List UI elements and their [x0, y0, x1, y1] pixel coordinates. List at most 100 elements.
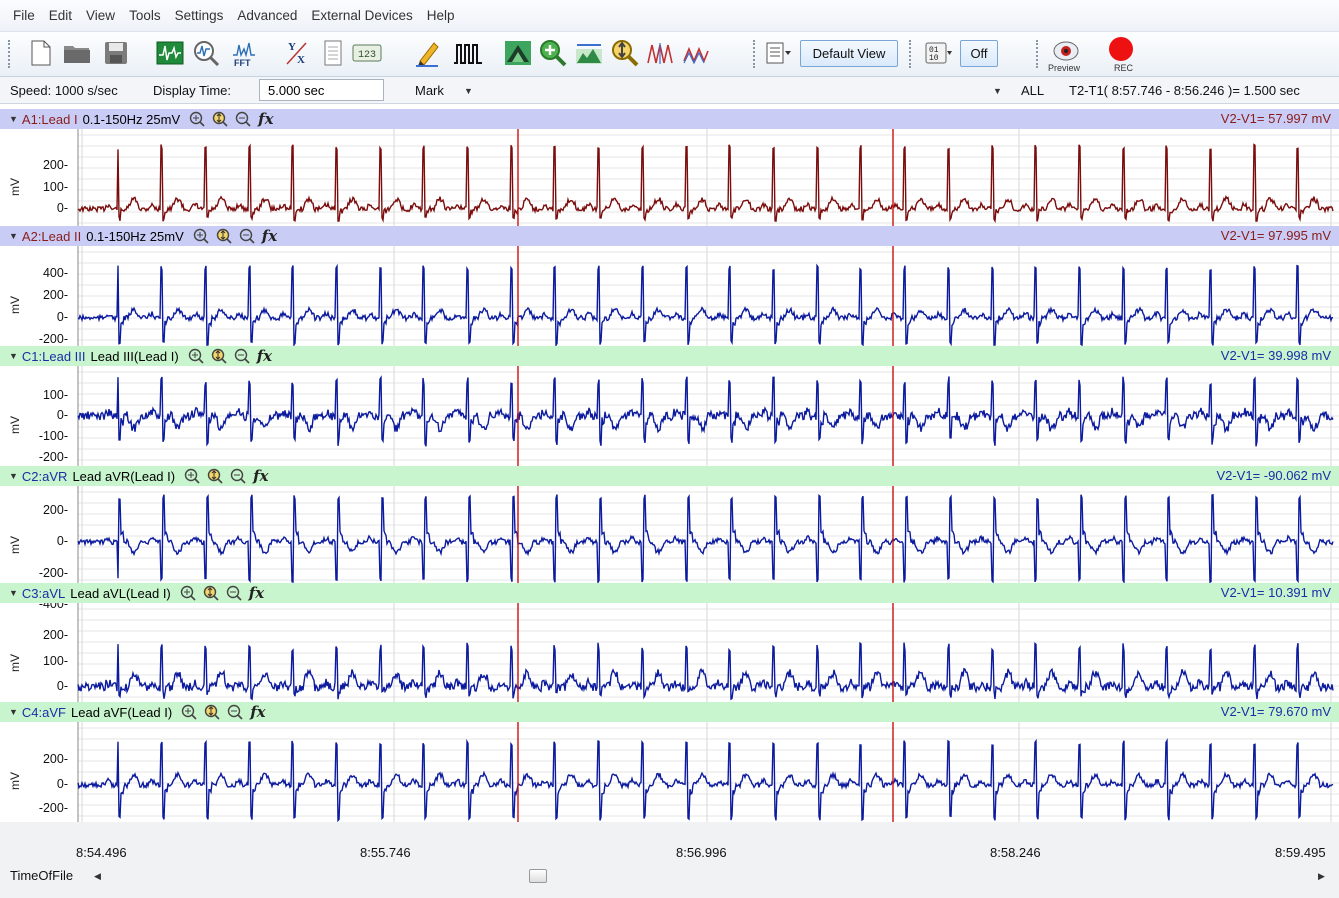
zoom-out-icon[interactable] [239, 228, 255, 244]
mark-dropdown-icon[interactable]: ▼ [464, 86, 473, 96]
zoom-in-icon[interactable] [180, 585, 196, 601]
zoom-out-icon[interactable] [235, 111, 251, 127]
channel-name[interactable]: A1:Lead I [21, 111, 78, 127]
autoscale-icon[interactable] [211, 348, 227, 364]
channel-desc[interactable]: Lead III(Lead I) [90, 348, 179, 364]
collapse-icon[interactable]: ▼ [9, 231, 18, 241]
zoom-out-icon[interactable] [227, 704, 243, 720]
menu-advanced[interactable]: Advanced [237, 8, 298, 23]
mountain-zoom-icon[interactable] [503, 38, 533, 68]
autoscale-icon[interactable] [212, 111, 228, 127]
trend-icon[interactable] [681, 38, 711, 68]
preview-icon[interactable] [1051, 36, 1081, 66]
peak-detect-icon[interactable] [645, 38, 675, 68]
channel-header[interactable]: ▼ C4:aVF Lead aVF(Lead I) fx V2-V1= 79.670 m… [0, 702, 1339, 722]
channel-header[interactable]: ▼ A1:Lead I 0.1-150Hz 25mV fx V2-V1= 57.997 … [0, 109, 1339, 129]
pulse-icon[interactable] [453, 38, 483, 68]
save-icon[interactable] [101, 38, 131, 68]
function-icon[interactable]: fx [256, 347, 273, 365]
autoscale-icon[interactable] [216, 228, 232, 244]
menu-view[interactable]: View [86, 8, 116, 23]
binary-counter-icon[interactable]: 01 10 [924, 38, 954, 68]
channel-name[interactable]: C1:Lead III [21, 348, 86, 364]
preview-label[interactable]: Preview [1048, 63, 1081, 73]
collapse-icon[interactable]: ▼ [9, 707, 18, 717]
channel-header[interactable]: ▼ C3:aVL Lead aVL(Lead I) fx V2-V1= 10.391 m… [0, 583, 1339, 603]
channel-plot[interactable]: 200-100-0--100-mV [0, 603, 1339, 718]
display-time-input[interactable] [259, 79, 384, 101]
fft-icon[interactable]: FFT [229, 38, 259, 68]
channel-name[interactable]: C2:aVR [21, 468, 68, 484]
function-icon[interactable]: fx [258, 110, 274, 128]
channel-desc[interactable]: Lead aVF(Lead I) [71, 704, 173, 720]
channel-desc[interactable]: 0.1-150Hz 25mV [86, 228, 184, 244]
open-folder-icon[interactable] [62, 38, 92, 68]
toolbar-grip[interactable] [8, 40, 11, 68]
menu-external-devices[interactable]: External Devices [311, 8, 413, 23]
notebook-icon[interactable] [318, 38, 348, 68]
channel-header[interactable]: ▼ C1:Lead III Lead III(Lead I) fx V2-V1= 39.… [0, 346, 1339, 366]
zoom-in-icon[interactable] [193, 228, 209, 244]
menu-settings[interactable]: Settings [174, 8, 224, 23]
menu-tools[interactable]: Tools [129, 8, 161, 23]
channel-filter-label[interactable]: ALL [1021, 83, 1045, 98]
channel-plot[interactable]: 400-200-0--200--400-mV [0, 246, 1339, 368]
toolbar-grip[interactable] [1036, 40, 1039, 68]
zoom-out-icon[interactable] [230, 468, 246, 484]
function-icon[interactable]: fx [248, 584, 265, 602]
zoom-in-icon[interactable] [188, 348, 204, 364]
collapse-icon[interactable]: ▼ [9, 351, 18, 361]
channel-desc[interactable]: Lead aVR(Lead I) [72, 468, 176, 484]
zoom-in-icon[interactable] [181, 704, 197, 720]
record-label[interactable]: REC [1114, 63, 1134, 73]
channel-header[interactable]: ▼ C2:aVR Lead aVR(Lead I) fx V2-V1= -90.062 … [0, 466, 1339, 486]
function-icon[interactable]: fx [253, 467, 269, 485]
spectrum-scan-icon[interactable] [191, 38, 221, 68]
waveform-view-icon[interactable] [155, 38, 185, 68]
collapse-icon[interactable]: ▼ [9, 588, 18, 598]
scroll-right-icon[interactable]: ▶ [1318, 871, 1325, 881]
menu-edit[interactable]: Edit [48, 8, 73, 23]
off-toggle-button[interactable]: Off [960, 40, 998, 67]
channel-name[interactable]: C4:aVF [21, 704, 66, 720]
autoscale-icon[interactable] [203, 585, 219, 601]
y-tick-label: 200- [42, 628, 68, 642]
channel-header[interactable]: ▼ A2:Lead II 0.1-150Hz 25mV fx V2-V1= 97.995… [0, 226, 1339, 246]
collapse-icon[interactable]: ▼ [9, 471, 18, 481]
pencil-icon[interactable] [413, 38, 443, 68]
channel-desc[interactable]: Lead aVL(Lead I) [70, 585, 171, 601]
channel-name[interactable]: A2:Lead II [21, 228, 82, 244]
horizontal-scrollbar-thumb[interactable] [529, 869, 547, 883]
menu-bar: File Edit View Tools Settings Advanced Externa… [0, 0, 1339, 32]
zoom-in-icon[interactable] [189, 111, 205, 127]
toolbar-grip[interactable] [753, 40, 756, 68]
channel-name[interactable]: C3:aVL [21, 585, 66, 601]
menu-help[interactable]: Help [426, 8, 455, 23]
function-icon[interactable]: fx [261, 227, 278, 245]
menu-file[interactable]: File [13, 8, 35, 23]
zoom-out-icon[interactable] [226, 585, 242, 601]
toolbar-grip[interactable] [909, 40, 912, 68]
new-file-icon[interactable] [26, 38, 56, 68]
zoom-out-icon[interactable] [234, 348, 250, 364]
counter-icon[interactable]: 123 [352, 38, 382, 68]
autoscale-icon[interactable] [207, 468, 223, 484]
channel-plot[interactable]: 200-100-0--100-mV [0, 129, 1339, 239]
zoom-in-icon[interactable] [538, 38, 568, 68]
vertical-zoom-icon[interactable] [610, 38, 640, 68]
channel-desc[interactable]: 0.1-150Hz 25mV [82, 111, 181, 127]
record-icon[interactable] [1106, 35, 1136, 65]
channel-plot[interactable]: 100-0--100--200--300-mV [0, 366, 1339, 484]
autoscale-icon[interactable] [204, 704, 220, 720]
collapse-icon[interactable]: ▼ [9, 114, 18, 124]
scroll-left-icon[interactable]: ◀ [94, 871, 101, 881]
zoom-in-icon[interactable] [184, 468, 200, 484]
channel-plot[interactable]: 200-0--200--400-mV [0, 722, 1339, 840]
channel-dropdown-icon[interactable]: ▼ [993, 86, 1002, 96]
default-view-button[interactable]: Default View [800, 40, 898, 67]
view-layout-icon[interactable] [764, 38, 794, 68]
autoscale-icon[interactable] [574, 38, 604, 68]
channel-plot[interactable]: 200-0--200--400-mV [0, 486, 1339, 611]
function-icon[interactable]: fx [250, 703, 266, 721]
